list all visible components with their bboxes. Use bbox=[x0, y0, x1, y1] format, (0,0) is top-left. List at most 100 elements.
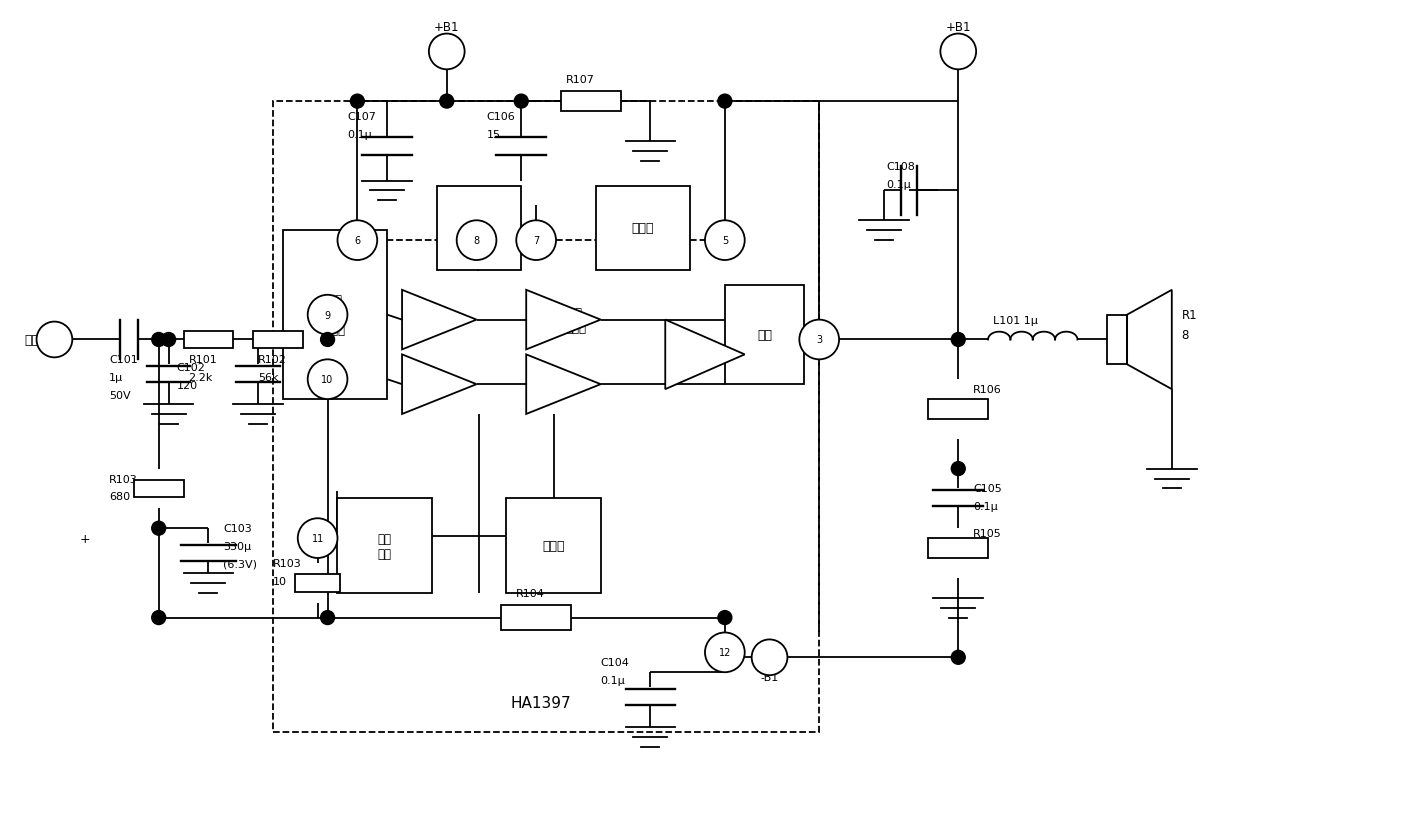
Circle shape bbox=[704, 221, 745, 260]
Text: 热切断: 热切断 bbox=[543, 540, 565, 552]
Circle shape bbox=[952, 650, 965, 664]
Circle shape bbox=[515, 95, 529, 109]
Text: 射极
跟随器: 射极 跟随器 bbox=[565, 306, 586, 334]
Text: L101 1μ: L101 1μ bbox=[993, 315, 1038, 325]
Text: 输入: 输入 bbox=[24, 333, 39, 346]
Bar bbox=[273, 102, 820, 732]
Bar bbox=[1108, 315, 1128, 364]
Text: C103: C103 bbox=[224, 523, 252, 533]
Text: R1: R1 bbox=[1181, 309, 1198, 322]
Text: (6.3V): (6.3V) bbox=[224, 559, 257, 569]
Text: 输出: 输出 bbox=[756, 328, 772, 342]
Text: C107: C107 bbox=[347, 112, 377, 122]
Text: 12: 12 bbox=[718, 648, 731, 658]
Text: 56k: 56k bbox=[506, 613, 526, 622]
Text: C102: C102 bbox=[177, 363, 205, 373]
Circle shape bbox=[337, 221, 377, 260]
Text: R104: R104 bbox=[516, 588, 546, 598]
Text: 3: 3 bbox=[815, 335, 823, 345]
Bar bbox=[928, 538, 988, 559]
Text: C106: C106 bbox=[486, 112, 515, 122]
Bar bbox=[184, 331, 233, 349]
Polygon shape bbox=[665, 320, 745, 390]
Text: 8: 8 bbox=[474, 236, 479, 246]
Text: R103: R103 bbox=[110, 474, 138, 484]
Circle shape bbox=[952, 462, 965, 476]
Text: C104: C104 bbox=[600, 658, 630, 667]
Text: +B1: +B1 bbox=[434, 21, 460, 34]
Bar bbox=[337, 499, 432, 593]
Text: 8: 8 bbox=[1181, 328, 1189, 342]
Circle shape bbox=[350, 95, 364, 109]
Text: 1M: 1M bbox=[567, 93, 582, 103]
Text: 0.1μ: 0.1μ bbox=[600, 676, 626, 686]
Circle shape bbox=[321, 611, 335, 625]
Circle shape bbox=[440, 95, 454, 109]
Circle shape bbox=[516, 221, 555, 260]
Text: 10: 10 bbox=[273, 576, 287, 586]
Text: 50V: 50V bbox=[110, 391, 131, 400]
Text: C101: C101 bbox=[110, 355, 138, 365]
Text: 5: 5 bbox=[721, 236, 728, 246]
Bar bbox=[283, 231, 387, 400]
Text: R107: R107 bbox=[567, 75, 595, 85]
Circle shape bbox=[37, 322, 72, 358]
Text: R102: R102 bbox=[259, 355, 287, 365]
Text: R105: R105 bbox=[973, 528, 1002, 539]
Bar bbox=[295, 574, 340, 592]
Text: +B1: +B1 bbox=[945, 21, 972, 34]
Text: 15: 15 bbox=[486, 129, 501, 140]
Circle shape bbox=[800, 320, 839, 360]
Text: 输入
差分
放大器: 输入 差分 放大器 bbox=[325, 294, 346, 337]
Bar bbox=[725, 286, 804, 385]
Text: 静噪: 静噪 bbox=[471, 222, 486, 235]
Bar bbox=[134, 480, 184, 498]
Text: R101: R101 bbox=[188, 355, 218, 365]
Polygon shape bbox=[402, 355, 477, 414]
Circle shape bbox=[162, 333, 176, 347]
Circle shape bbox=[952, 333, 965, 347]
Text: 56k: 56k bbox=[259, 373, 278, 382]
Circle shape bbox=[308, 296, 347, 335]
Circle shape bbox=[704, 633, 745, 672]
Bar bbox=[561, 92, 620, 112]
Text: 10: 10 bbox=[322, 375, 333, 385]
Text: 680: 680 bbox=[110, 491, 131, 502]
Text: -B1: -B1 bbox=[761, 672, 779, 682]
Text: 120: 120 bbox=[177, 381, 198, 391]
Circle shape bbox=[752, 640, 787, 676]
Text: 7: 7 bbox=[533, 236, 540, 246]
Text: HA1397: HA1397 bbox=[510, 695, 571, 709]
Text: 10: 10 bbox=[973, 546, 987, 556]
Circle shape bbox=[718, 611, 731, 625]
Text: 0.1μ: 0.1μ bbox=[887, 179, 911, 189]
Bar bbox=[506, 499, 600, 593]
Polygon shape bbox=[526, 355, 600, 414]
Circle shape bbox=[718, 95, 731, 109]
Text: 0.1μ: 0.1μ bbox=[973, 502, 998, 512]
Circle shape bbox=[308, 360, 347, 400]
Text: 纹波
抑制: 纹波 抑制 bbox=[378, 532, 392, 560]
Circle shape bbox=[429, 34, 464, 70]
Text: 2.2k: 2.2k bbox=[188, 373, 212, 382]
Circle shape bbox=[152, 333, 166, 347]
Polygon shape bbox=[402, 291, 477, 350]
Circle shape bbox=[321, 333, 335, 347]
Text: R103: R103 bbox=[273, 559, 302, 568]
Text: 6: 6 bbox=[354, 236, 360, 246]
Bar bbox=[596, 186, 690, 270]
Bar bbox=[253, 331, 302, 349]
Text: C108: C108 bbox=[887, 161, 915, 171]
Circle shape bbox=[941, 34, 976, 70]
Text: 11: 11 bbox=[312, 533, 323, 544]
Text: R106: R106 bbox=[973, 385, 1002, 395]
Text: 330μ: 330μ bbox=[224, 541, 252, 551]
Text: C105: C105 bbox=[973, 484, 1002, 494]
Bar bbox=[502, 605, 571, 631]
Circle shape bbox=[152, 611, 166, 625]
Text: +: + bbox=[79, 532, 90, 545]
Text: 1μ: 1μ bbox=[110, 373, 124, 382]
Text: 9: 9 bbox=[325, 310, 330, 320]
Text: 10: 10 bbox=[973, 402, 987, 413]
Text: 0.1μ: 0.1μ bbox=[347, 129, 373, 140]
